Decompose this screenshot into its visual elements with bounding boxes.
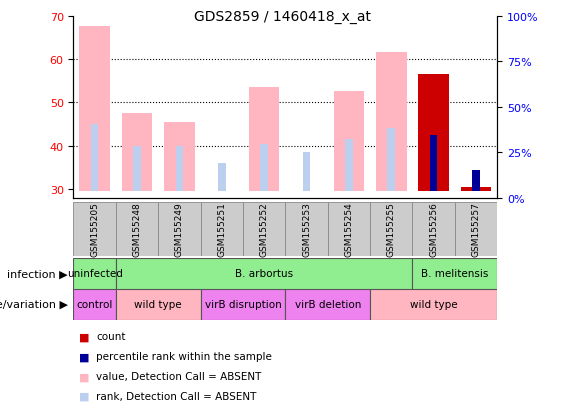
Text: ■: ■ bbox=[79, 371, 90, 381]
Bar bbox=[260, 144, 268, 192]
Bar bbox=[133, 146, 141, 192]
Bar bbox=[116, 289, 201, 320]
Bar bbox=[370, 289, 497, 320]
Text: ■: ■ bbox=[79, 351, 90, 361]
Bar bbox=[370, 202, 412, 256]
Text: GSM155251: GSM155251 bbox=[218, 202, 226, 256]
Text: infection ▶: infection ▶ bbox=[7, 268, 68, 279]
Text: GSM155256: GSM155256 bbox=[429, 202, 438, 256]
Text: virB deletion: virB deletion bbox=[294, 299, 361, 310]
Text: percentile rank within the sample: percentile rank within the sample bbox=[96, 351, 272, 361]
Bar bbox=[73, 258, 116, 289]
Text: ■: ■ bbox=[79, 391, 90, 401]
Bar bbox=[176, 146, 183, 192]
Bar bbox=[388, 129, 395, 192]
Text: value, Detection Call = ABSENT: value, Detection Call = ABSENT bbox=[96, 371, 262, 381]
Bar bbox=[201, 289, 285, 320]
Bar bbox=[116, 258, 412, 289]
Text: GSM155254: GSM155254 bbox=[345, 202, 353, 256]
Bar bbox=[158, 202, 201, 256]
Text: wild type: wild type bbox=[134, 299, 182, 310]
Text: genotype/variation ▶: genotype/variation ▶ bbox=[0, 299, 68, 310]
Bar bbox=[333, 92, 364, 192]
Bar bbox=[285, 202, 328, 256]
Text: wild type: wild type bbox=[410, 299, 458, 310]
Text: rank, Detection Call = ABSENT: rank, Detection Call = ABSENT bbox=[96, 391, 257, 401]
Bar bbox=[201, 202, 243, 256]
Bar bbox=[430, 135, 437, 192]
Text: count: count bbox=[96, 332, 125, 342]
Bar bbox=[73, 202, 116, 256]
Bar bbox=[455, 202, 497, 256]
Bar bbox=[249, 88, 279, 192]
Text: GSM155205: GSM155205 bbox=[90, 202, 99, 256]
Bar bbox=[91, 125, 98, 192]
Bar bbox=[472, 170, 480, 192]
Bar bbox=[376, 53, 406, 192]
Text: GSM155249: GSM155249 bbox=[175, 202, 184, 256]
Bar bbox=[79, 27, 110, 192]
Text: GSM155253: GSM155253 bbox=[302, 202, 311, 256]
Text: virB disruption: virB disruption bbox=[205, 299, 281, 310]
Text: control: control bbox=[76, 299, 113, 310]
Text: GSM155248: GSM155248 bbox=[133, 202, 141, 256]
Bar bbox=[461, 188, 492, 192]
Text: GSM155257: GSM155257 bbox=[472, 202, 480, 256]
Bar bbox=[218, 164, 225, 192]
Bar bbox=[285, 289, 370, 320]
Text: B. arbortus: B. arbortus bbox=[235, 268, 293, 279]
Bar bbox=[412, 258, 497, 289]
Text: B. melitensis: B. melitensis bbox=[421, 268, 489, 279]
Text: ■: ■ bbox=[79, 332, 90, 342]
Text: GSM155255: GSM155255 bbox=[387, 202, 396, 256]
Bar bbox=[303, 153, 310, 192]
Bar bbox=[328, 202, 370, 256]
Text: GSM155252: GSM155252 bbox=[260, 202, 268, 256]
Bar bbox=[412, 202, 455, 256]
Text: GDS2859 / 1460418_x_at: GDS2859 / 1460418_x_at bbox=[194, 10, 371, 24]
Bar bbox=[243, 202, 285, 256]
Bar bbox=[122, 114, 153, 192]
Bar bbox=[164, 123, 194, 192]
Bar bbox=[116, 202, 158, 256]
Text: uninfected: uninfected bbox=[67, 268, 123, 279]
Bar bbox=[418, 75, 449, 192]
Bar bbox=[73, 289, 116, 320]
Bar bbox=[345, 140, 353, 192]
